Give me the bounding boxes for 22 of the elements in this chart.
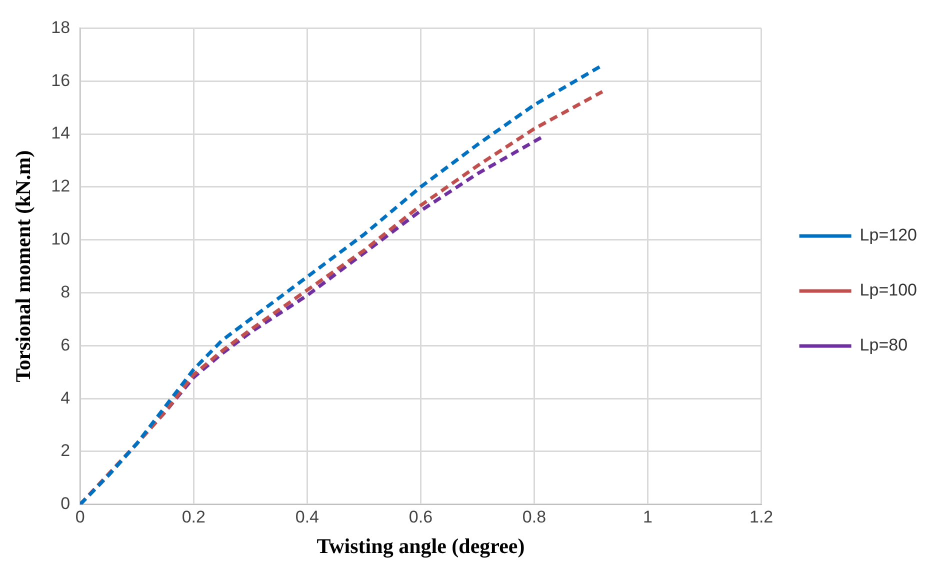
x-tick-label: 0.8 (522, 507, 546, 526)
y-tick-label: 12 (51, 176, 70, 196)
y-tick-label: 8 (60, 282, 70, 302)
x-tick-label: 1 (643, 507, 652, 526)
y-tick-label: 16 (51, 70, 70, 90)
x-tick-label: 0.4 (295, 507, 319, 526)
legend-label: Lp=120 (860, 226, 917, 245)
x-tick-label: 0.6 (408, 507, 433, 526)
y-tick-label: 2 (60, 441, 70, 460)
x-axis-title: Twisting angle (degree) (316, 534, 525, 558)
legend-label: Lp=100 (860, 280, 917, 300)
x-tick-label: 1.2 (749, 507, 774, 526)
x-tick-label: 0 (75, 507, 85, 526)
y-tick-label: 4 (60, 388, 70, 408)
y-tick-label: 14 (51, 124, 70, 143)
y-tick-label: 18 (51, 18, 70, 37)
y-axis-title: Torsional moment (kN.m) (11, 150, 36, 382)
x-tick-label: 0.2 (182, 507, 206, 526)
y-tick-label: 0 (60, 494, 70, 514)
y-tick-label: 10 (51, 230, 70, 249)
y-tick-label: 6 (60, 335, 70, 354)
legend-label: Lp=80 (860, 336, 908, 355)
